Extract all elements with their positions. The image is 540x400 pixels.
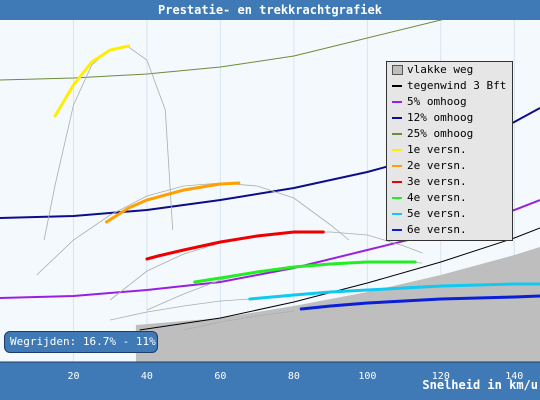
legend-label: 5e versn. bbox=[407, 207, 467, 220]
legend-item: 2e versn. bbox=[387, 158, 512, 174]
chart-title: Prestatie- en trekkrachtgrafiek bbox=[0, 0, 540, 20]
legend-label: 12% omhoog bbox=[407, 111, 474, 124]
legend-item: 4e versn. bbox=[387, 190, 512, 206]
legend-swatch bbox=[392, 197, 402, 199]
legend-item: 25% omhoog bbox=[387, 126, 512, 142]
legend-swatch bbox=[392, 229, 402, 231]
x-tick-label: 60 bbox=[214, 371, 227, 382]
gear-curve-thin bbox=[110, 298, 250, 321]
series-line bbox=[0, 20, 443, 81]
legend-swatch bbox=[392, 213, 402, 215]
series-line bbox=[139, 227, 540, 331]
x-tick-label: 40 bbox=[140, 371, 153, 382]
legend-swatch bbox=[392, 149, 402, 151]
legend-label: 3e versn. bbox=[407, 175, 467, 188]
legend-item: 5% omhoog bbox=[387, 94, 512, 110]
legend-swatch bbox=[392, 101, 402, 103]
x-tick-label: 140 bbox=[505, 371, 524, 382]
gear-curve-bold bbox=[145, 230, 325, 261]
legend-item: 1e versn. bbox=[387, 142, 512, 158]
gear-curve-bold bbox=[248, 282, 540, 301]
legend-item: 6e versn. bbox=[387, 222, 512, 238]
legend-item: 5e versn. bbox=[387, 206, 512, 222]
x-axis-band bbox=[0, 362, 540, 400]
legend-item: tegenwind 3 Bft bbox=[387, 78, 512, 94]
legend-swatch bbox=[392, 165, 402, 167]
x-tick-label: 80 bbox=[287, 371, 300, 382]
legend: vlakke weg tegenwind 3 Bft 5% omhoog 12% om… bbox=[386, 61, 513, 241]
gear-curve-thin bbox=[183, 310, 294, 331]
legend-item: vlakke weg bbox=[387, 62, 512, 78]
legend-swatch bbox=[392, 117, 402, 119]
x-tick-label: 120 bbox=[431, 371, 450, 382]
legend-label: 1e versn. bbox=[407, 143, 467, 156]
legend-label: 6e versn. bbox=[407, 223, 467, 236]
legend-label: vlakke weg bbox=[407, 63, 474, 76]
legend-swatch bbox=[392, 133, 402, 135]
legend-label: 4e versn. bbox=[407, 191, 467, 204]
gear-curve-bold bbox=[105, 181, 241, 224]
gear-curve-bold bbox=[193, 260, 417, 284]
legend-label: 5% omhoog bbox=[407, 95, 467, 108]
x-tick-label: 100 bbox=[358, 371, 377, 382]
legend-item: 3e versn. bbox=[387, 174, 512, 190]
legend-swatch bbox=[392, 85, 402, 87]
legend-item: 12% omhoog bbox=[387, 110, 512, 126]
gear-curve-bold bbox=[53, 44, 131, 118]
legend-swatch bbox=[392, 65, 403, 75]
gear-curve-bold bbox=[299, 294, 540, 311]
x-tick-label: 20 bbox=[67, 371, 80, 382]
gear-curve-thin bbox=[36, 182, 350, 276]
wegrijden-badge: Wegrijden: 16.7% - 11% bbox=[4, 331, 158, 353]
plot-series bbox=[0, 20, 540, 362]
x-axis-label: Snelheid in km/u bbox=[422, 378, 538, 392]
legend-label: tegenwind 3 Bft bbox=[407, 79, 507, 92]
legend-label: 2e versn. bbox=[407, 159, 467, 172]
legend-swatch bbox=[392, 181, 402, 183]
legend-label: 25% omhoog bbox=[407, 127, 474, 140]
